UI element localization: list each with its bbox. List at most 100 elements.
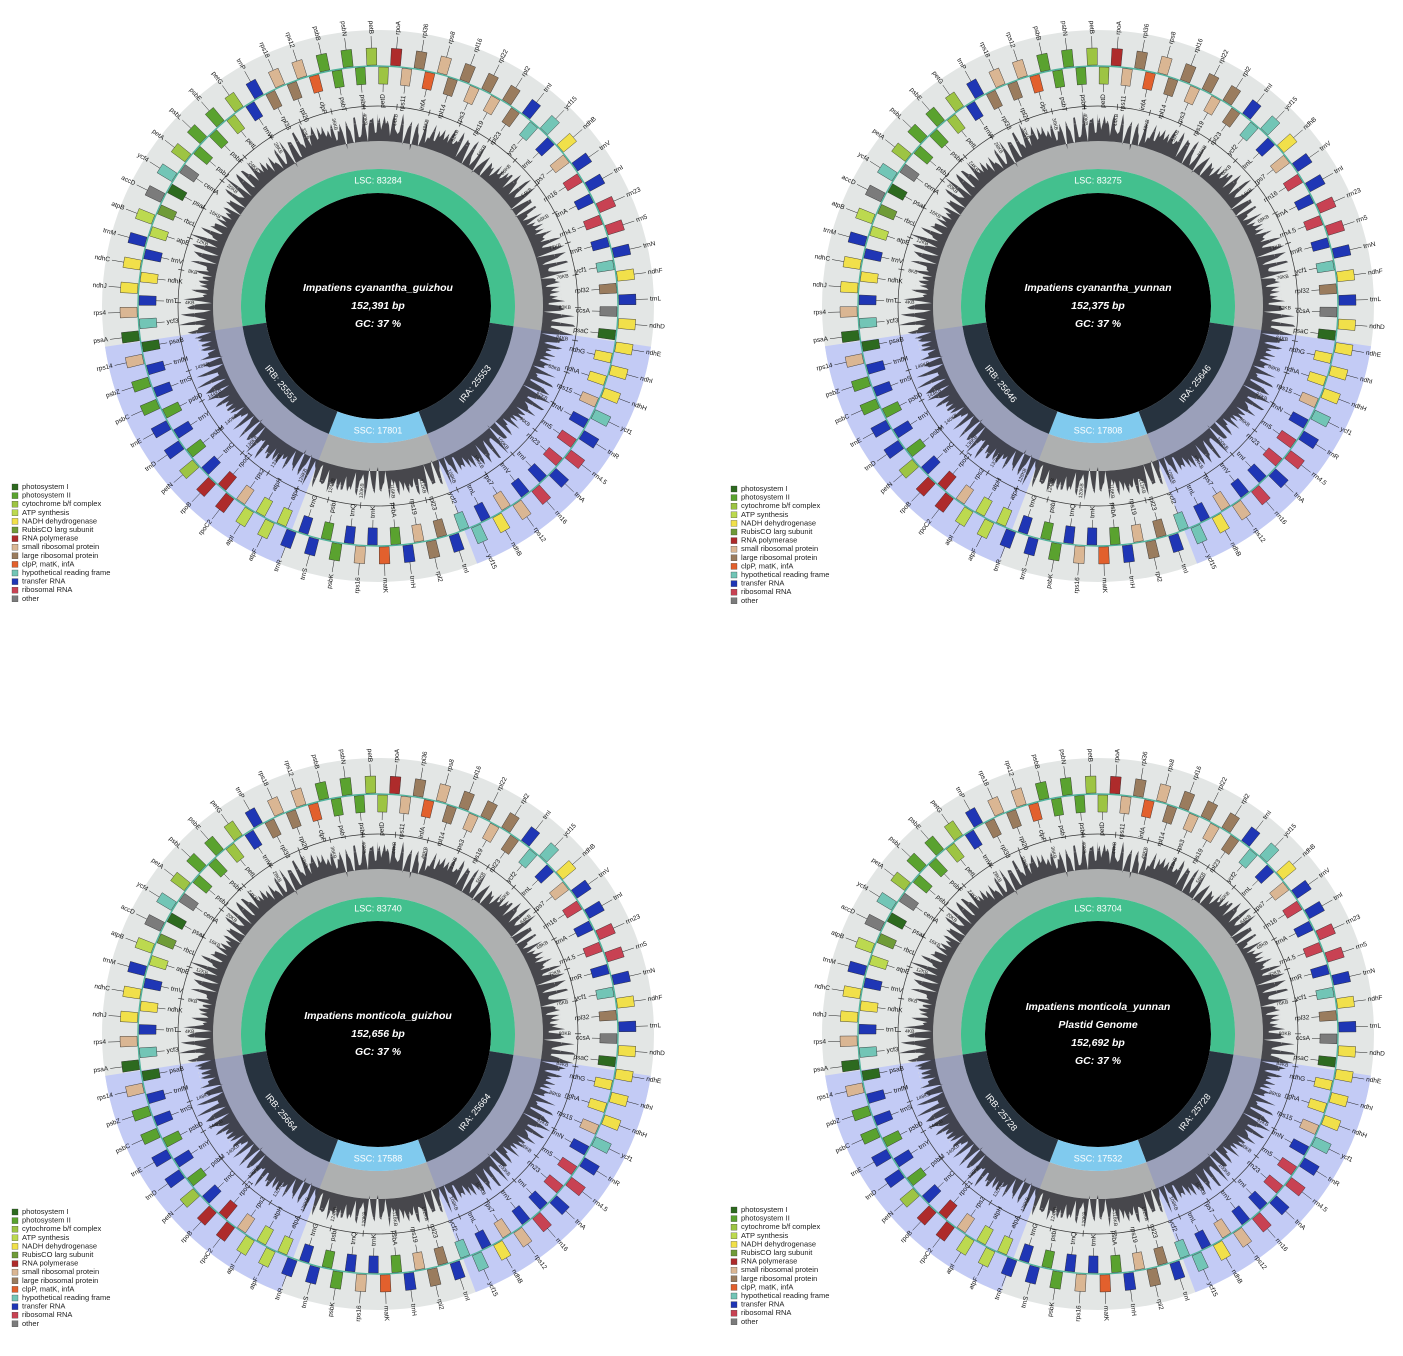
region-label: SSC: 17588	[354, 1153, 403, 1163]
gene-box	[367, 528, 377, 545]
page: 4KB8KB12KB16KB20KB24KB28KB32KB36KB40KB44…	[0, 0, 1403, 1356]
gene-label: rpl22	[496, 776, 509, 792]
gene-box	[120, 1011, 138, 1022]
gene-label: trnT	[166, 1027, 178, 1034]
gene-label: petB	[367, 21, 374, 35]
gene-box	[1319, 1011, 1337, 1022]
gene-label: rpl2	[1155, 1298, 1164, 1311]
gene-label: rps4	[93, 1039, 106, 1046]
gene-label: matK	[382, 1306, 389, 1322]
gene-label: rrn16	[553, 510, 568, 526]
gene-label: trnN	[642, 967, 656, 977]
gene-label: matK	[1102, 1306, 1109, 1322]
region-label: LSC: 83740	[354, 903, 402, 913]
gene-box	[139, 318, 157, 329]
legend-swatch	[731, 1250, 737, 1256]
legend-swatch	[731, 1259, 737, 1265]
gene-box	[1339, 1021, 1356, 1032]
gene-label: rpl32	[575, 1014, 590, 1022]
legend-swatch	[12, 527, 18, 533]
gene-label: rpl22	[497, 48, 510, 64]
gene-label: ndhB	[581, 843, 597, 858]
gene-label: trnR	[607, 1176, 621, 1189]
gene-label: ndhF	[647, 994, 663, 1003]
gene-label: rps16	[354, 577, 362, 594]
gene-box	[1087, 528, 1097, 545]
gene-box	[1111, 1255, 1122, 1273]
center-gc-label: GC: 37 %	[355, 318, 402, 330]
gene-label: trnT	[166, 298, 178, 305]
gene-label: rps12	[1251, 527, 1266, 545]
legend-swatch	[731, 1267, 737, 1273]
gene-label: rps12	[532, 526, 547, 544]
gene-label: trnI	[461, 1291, 471, 1302]
kb-label: 40KB	[360, 841, 367, 854]
gene-box	[380, 1275, 391, 1292]
kb-label: 80KB	[1279, 305, 1292, 311]
gene-label: ccsA	[1296, 1035, 1311, 1042]
gene-label: trnI	[460, 563, 470, 574]
gene-label: rps12	[1253, 1254, 1268, 1272]
kb-label: 116KB	[1108, 484, 1115, 500]
center-name: Impatiens monticola_guizhou	[304, 1010, 452, 1022]
gene-label: petB	[1088, 21, 1095, 35]
legend-swatch	[12, 1278, 18, 1284]
kb-label: 116KB	[389, 484, 396, 500]
gene-box	[619, 294, 636, 305]
legend-label: other	[741, 1317, 759, 1326]
kb-label: 80KB	[559, 1031, 572, 1037]
legend-swatch	[12, 1226, 18, 1232]
gene-label: ndhD	[1369, 1050, 1385, 1058]
gene-box	[365, 776, 376, 793]
gene-label: trnR	[1326, 1176, 1340, 1189]
center-name: Impatiens monticola_yunnan	[1026, 1001, 1171, 1013]
legend-swatch	[731, 520, 737, 526]
genome-map: 4KB8KB12KB16KB20KB24KB28KB32KB36KB40KB44…	[12, 748, 665, 1328]
gene-label: ndhJ	[812, 1011, 827, 1019]
gene-box	[379, 67, 389, 84]
legend-swatch	[12, 553, 18, 559]
gene-label: ndhB	[582, 116, 598, 131]
gene-label: petD	[379, 94, 386, 108]
gene-label: ccsA	[576, 307, 591, 314]
gene-label: trnA	[573, 491, 587, 505]
gene-box	[379, 547, 390, 564]
gene-box	[1073, 546, 1085, 564]
gene-label: ycf15	[1205, 553, 1218, 570]
gene-label: petD	[1100, 94, 1107, 108]
gene-label: psbK	[326, 573, 336, 589]
gene-label: psbH	[1078, 822, 1086, 838]
gene-label: trnQ	[1070, 1232, 1078, 1245]
gene-label: psbH	[1079, 94, 1087, 110]
gene-label: rrn23	[625, 186, 642, 199]
gene-label: trnL	[1370, 296, 1382, 303]
legend-swatch	[12, 1286, 18, 1292]
legend-swatch	[12, 596, 18, 602]
gene-label: rpoA	[1115, 20, 1123, 35]
gene-label: rpoA	[394, 20, 402, 35]
legend-swatch	[731, 529, 737, 535]
gene-box	[1075, 795, 1086, 813]
kb-label: 4KB	[905, 300, 915, 306]
legend-swatch	[731, 546, 737, 552]
center-name: Impatiens cyanantha_yunnan	[1024, 282, 1171, 294]
gene-label: psbA	[389, 502, 397, 518]
gene-label: psbH	[358, 822, 366, 838]
genome-map: 4KB8KB12KB16KB20KB24KB28KB32KB36KB40KB44…	[731, 748, 1385, 1326]
legend-swatch	[12, 1321, 18, 1327]
gene-label: trnI	[543, 82, 554, 94]
legend-swatch	[12, 493, 18, 499]
gene-box	[139, 1047, 157, 1058]
gene-label: psbK	[1045, 573, 1055, 589]
gene-label: rps16	[1073, 577, 1081, 594]
genome-map: 4KB8KB12KB16KB20KB24KB28KB32KB36KB40KB44…	[731, 20, 1385, 605]
legend-swatch	[731, 1293, 737, 1299]
kb-label: 44KB	[1113, 113, 1120, 126]
gene-label: trnT	[886, 1026, 898, 1033]
gene-box	[1338, 1046, 1356, 1057]
gene-label: accD	[120, 174, 137, 187]
legend-label: other	[22, 1319, 40, 1328]
legend-swatch	[12, 1269, 18, 1275]
gene-label: ycf3	[886, 1046, 899, 1054]
gene-label: trnN	[1363, 241, 1377, 251]
